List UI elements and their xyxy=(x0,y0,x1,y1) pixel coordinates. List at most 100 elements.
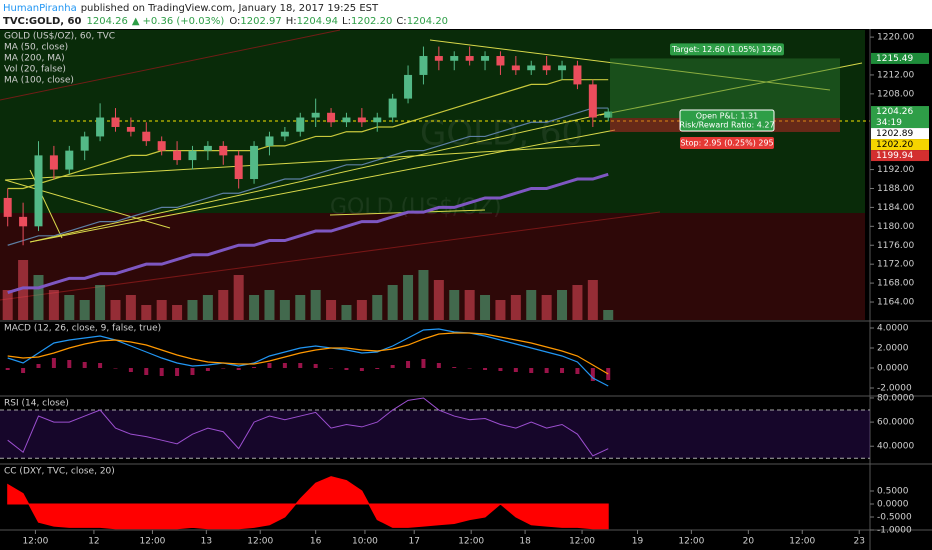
volume-bar xyxy=(557,290,568,320)
candle-body xyxy=(604,111,613,118)
candle-body xyxy=(157,141,166,151)
y-tick-label: 0.5000 xyxy=(877,487,909,497)
volume-bar xyxy=(495,300,506,320)
candle-body xyxy=(527,65,536,71)
high: 1204.94 xyxy=(297,16,338,27)
x-tick-label: 16 xyxy=(310,537,322,547)
histogram-bar xyxy=(467,368,472,369)
candle-body xyxy=(419,56,428,75)
candle-body xyxy=(280,131,289,137)
volume-bar xyxy=(172,305,183,320)
volume-bar xyxy=(141,305,152,320)
x-tick-label: 19 xyxy=(632,537,644,547)
candle-body xyxy=(296,117,305,132)
histogram-bar xyxy=(483,368,488,370)
price-tag xyxy=(871,52,929,64)
candle-body xyxy=(203,145,212,151)
pane-title: RSI (14, close) xyxy=(4,399,69,409)
y-tick-label: -2.0000 xyxy=(877,384,912,394)
high-label: H: xyxy=(286,16,297,27)
x-tick-label: 12:00 xyxy=(678,537,704,547)
histogram-bar xyxy=(67,360,72,368)
stop-label-box xyxy=(680,136,774,149)
candle-body xyxy=(265,136,274,146)
candle-body xyxy=(388,98,397,118)
histogram-bar xyxy=(36,364,41,368)
histogram-bar xyxy=(329,368,334,369)
price-tag xyxy=(871,139,929,151)
candle-body xyxy=(126,126,135,132)
histogram-bar xyxy=(190,368,195,375)
volume-bar xyxy=(233,275,244,320)
histogram-bar xyxy=(406,361,411,368)
price-tag-label: 1215.49 xyxy=(876,54,913,64)
y-tick-label: 1220.00 xyxy=(877,33,914,43)
y-tick-label: 1172.00 xyxy=(877,260,914,270)
quote-line: TVC:GOLD, 60 1204.26 ▲ +0.36 (+0.03%) O:1202… xyxy=(3,16,448,27)
legend-entry: Vol (20, false) xyxy=(4,65,66,75)
volume-bar xyxy=(326,300,337,320)
trend-line xyxy=(599,62,863,116)
volume-bar xyxy=(526,290,537,320)
close: 1204.20 xyxy=(407,16,448,27)
low: 1202.20 xyxy=(351,16,392,27)
candle-body xyxy=(496,56,505,66)
candle-body xyxy=(142,131,151,142)
channel-line xyxy=(0,211,661,301)
histogram-bar xyxy=(144,368,149,375)
price-tag-label: 1202.89 xyxy=(876,129,913,139)
price-tag xyxy=(871,128,929,140)
histogram-bar xyxy=(236,368,241,370)
candle-body xyxy=(465,56,474,61)
target-zone xyxy=(610,58,840,119)
histogram-bar xyxy=(498,368,503,371)
x-tick-label: 13 xyxy=(201,537,212,547)
y-tick-label: 0.0000 xyxy=(877,500,909,510)
y-tick-label: -1.0000 xyxy=(877,526,912,536)
histogram-bar xyxy=(252,367,257,368)
low-label: L: xyxy=(342,16,351,27)
ratio-label: Risk/Reward Ratio: 4.27 xyxy=(679,121,774,130)
channel-lines xyxy=(0,29,661,301)
macd-line xyxy=(7,332,609,375)
countdown: 34:19 xyxy=(876,118,902,128)
histogram-bar xyxy=(5,368,10,370)
volume-bar xyxy=(387,285,398,320)
candle-body xyxy=(357,117,366,123)
volume-bar xyxy=(541,295,552,320)
pnl-box xyxy=(679,109,775,132)
pnl-label: Open P&L: 1.31 xyxy=(696,112,758,121)
y-tick-label: 1212.00 xyxy=(877,70,914,80)
histogram-bar xyxy=(513,368,518,372)
volume-bar xyxy=(449,290,460,320)
histogram-bar xyxy=(359,368,364,371)
candle-body xyxy=(219,145,228,156)
change: +0.36 (+0.03%) xyxy=(143,16,225,27)
histogram-bar xyxy=(159,368,164,376)
volume-bar xyxy=(264,290,275,320)
watermark: GOLD, 60 xyxy=(420,114,583,154)
volume-bar xyxy=(510,295,521,320)
candle-body xyxy=(404,74,413,99)
pane-title: GOLD (US$/OZ), 60, TVC xyxy=(4,32,115,42)
y-tick-label: 1208.00 xyxy=(877,89,914,99)
candle-body xyxy=(327,112,336,123)
stop-label: Stop: 2.95 (0.25%) 295 xyxy=(680,138,773,147)
pane-borders xyxy=(0,29,932,550)
header-background xyxy=(0,0,932,29)
y-tick-label: 1176.00 xyxy=(877,241,914,251)
x-tick-label: 18 xyxy=(519,537,531,547)
volume-bar xyxy=(79,300,90,320)
candle-body xyxy=(111,117,120,127)
y-tick-label: 1180.00 xyxy=(877,222,914,232)
candle-body xyxy=(511,65,520,71)
volume-bar xyxy=(2,290,13,320)
candle-body xyxy=(173,150,182,161)
x-tick-label: 12 xyxy=(88,537,99,547)
target-label-box xyxy=(670,43,784,56)
legend-entry: MA (100, close) xyxy=(4,76,74,86)
histogram-bar xyxy=(298,363,303,368)
trend-line xyxy=(429,39,831,91)
symbol: TVC:GOLD, 60 xyxy=(3,16,82,27)
open: 1202.97 xyxy=(240,16,281,27)
